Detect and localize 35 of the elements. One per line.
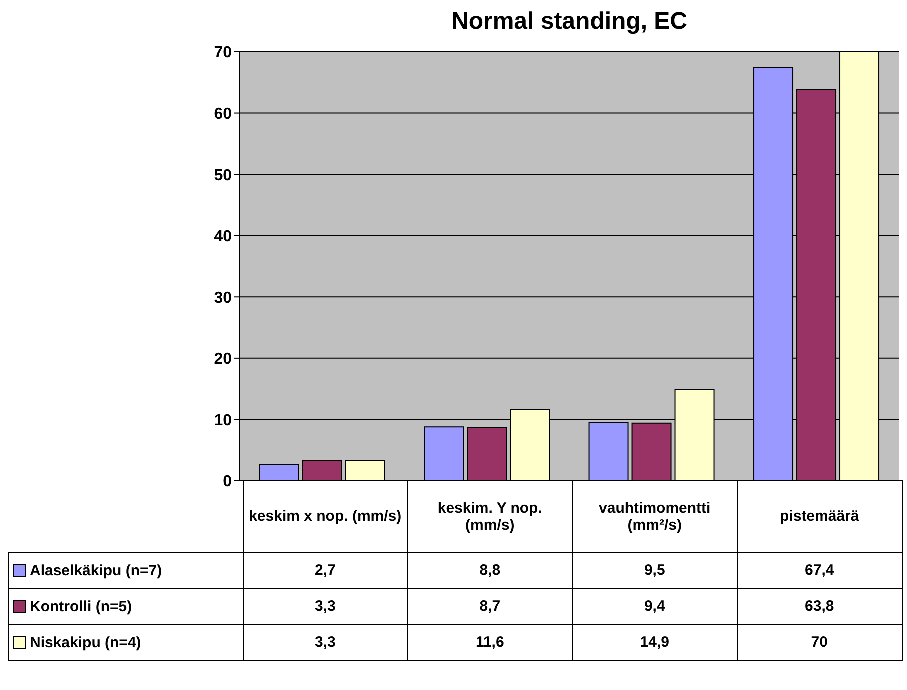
data-label: 2,7 (243, 552, 408, 588)
bar (302, 460, 342, 481)
y-tick-label: 50 (214, 167, 232, 184)
legend-label: Kontrolli (n=5) (30, 598, 132, 616)
bar (467, 427, 508, 481)
y-tick-label: 20 (214, 351, 232, 368)
data-label: 63,8 (737, 588, 902, 624)
data-label: 9,5 (572, 552, 738, 588)
y-tick-label: 70 (214, 44, 232, 62)
legend-label: Alaselkäkipu (n=7) (30, 562, 162, 580)
x-tick-label: pistemäärä (737, 480, 902, 552)
data-label: 8,8 (408, 552, 572, 588)
y-tick-label: 60 (214, 106, 232, 123)
x-tick-label: keskim x nop. (mm/s) (243, 480, 408, 552)
y-tick-label: 0 (223, 474, 232, 491)
chart-title: Normal standing, EC (450, 8, 689, 37)
data-label: 11,6 (408, 624, 572, 660)
bar (345, 460, 386, 481)
bar (632, 422, 672, 481)
y-tick-label: 40 (214, 228, 232, 246)
x-tick-label: keskim. Y nop. (mm/s) (408, 480, 572, 552)
bar (424, 426, 464, 481)
data-label: 3,3 (243, 624, 408, 660)
data-label: 8,7 (408, 588, 572, 624)
data-label: 9,4 (572, 588, 738, 624)
y-tick-label: 10 (214, 412, 232, 430)
data-label: 67,4 (737, 552, 902, 588)
bar (588, 422, 629, 481)
data-label: 3,3 (243, 588, 408, 624)
legend-label: Niskakipu (n=4) (30, 634, 142, 652)
y-tick-label: 30 (214, 290, 232, 307)
x-tick-label: vauhtimomentti (mm²/s) (572, 480, 738, 552)
data-label: 70 (737, 624, 902, 660)
bar (259, 464, 300, 481)
data-label: 14,9 (572, 624, 738, 660)
